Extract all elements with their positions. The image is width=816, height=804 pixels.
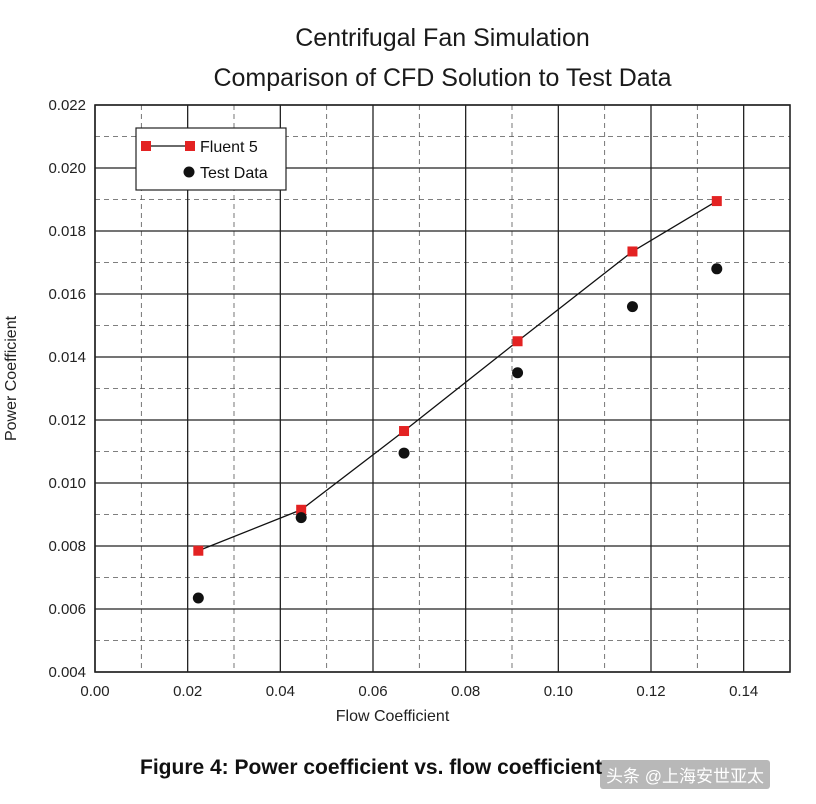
y-axis-label: Power Coefficient <box>3 315 20 441</box>
y-tick-label: 0.010 <box>48 475 86 492</box>
test-data-point <box>192 592 204 604</box>
power-vs-flow-chart: 0.00 0.02 0.04 0.06 0.08 0.10 0.12 0.14 0.004 0.0… <box>3 97 791 725</box>
series <box>192 196 723 604</box>
y-tick-label: 0.020 <box>48 160 86 177</box>
watermark: 头条 @上海安世亚太 <box>600 760 770 789</box>
test-data-point <box>295 512 307 524</box>
y-tick-label: 0.018 <box>48 223 86 240</box>
x-axis-label: Flow Coefficient <box>336 708 450 725</box>
test-data-point <box>626 301 638 313</box>
legend-label-fluent-5: Fluent 5 <box>200 139 258 156</box>
axes: 0.00 0.02 0.04 0.06 0.08 0.10 0.12 0.14 0.004 0.0… <box>3 97 758 725</box>
test-data-point <box>512 367 524 379</box>
legend: Fluent 5 Test Data <box>135 127 287 191</box>
legend-marker-fluent-5 <box>185 141 195 151</box>
test-data-point <box>398 447 410 459</box>
fluent-5-point <box>399 426 410 437</box>
chart-title: Centrifugal Fan Simulation <box>295 24 590 52</box>
chart-subtitle: Comparison of CFD Solution to Test Data <box>213 64 672 92</box>
legend-label-test-data: Test Data <box>200 165 268 182</box>
test-data-point <box>711 263 723 275</box>
fluent-5-point <box>193 545 204 556</box>
x-tick-label: 0.00 <box>80 683 109 700</box>
series-line-fluent-5 <box>198 200 718 552</box>
y-tick-label: 0.012 <box>48 412 86 429</box>
legend-marker-fluent-5 <box>141 141 151 151</box>
y-tick-label: 0.008 <box>48 538 86 555</box>
y-tick-label: 0.014 <box>48 349 86 366</box>
fluent-5-point <box>296 504 307 515</box>
y-tick-label: 0.016 <box>48 286 86 303</box>
x-tick-label: 0.10 <box>544 683 573 700</box>
fluent-5-point <box>711 196 722 207</box>
x-tick-label: 0.08 <box>451 683 480 700</box>
x-tick-label: 0.04 <box>266 683 295 700</box>
plot-frame <box>94 104 791 673</box>
fluent-5-point <box>627 246 638 257</box>
x-tick-label: 0.02 <box>173 683 202 700</box>
x-tick-label: 0.06 <box>358 683 387 700</box>
y-tick-label: 0.022 <box>48 97 86 114</box>
x-tick-label: 0.14 <box>729 683 758 700</box>
legend-box <box>135 127 287 191</box>
y-tick-label: 0.004 <box>48 664 86 681</box>
y-tick-label: 0.006 <box>48 601 86 618</box>
legend-marker-test-data <box>183 166 195 178</box>
figure-caption: Figure 4: Power coefficient vs. flow coe… <box>140 756 603 779</box>
fluent-5-point <box>512 336 523 347</box>
x-tick-label: 0.12 <box>636 683 665 700</box>
grid <box>94 104 791 673</box>
